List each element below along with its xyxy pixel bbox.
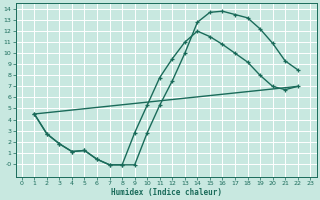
X-axis label: Humidex (Indice chaleur): Humidex (Indice chaleur) bbox=[110, 188, 221, 197]
